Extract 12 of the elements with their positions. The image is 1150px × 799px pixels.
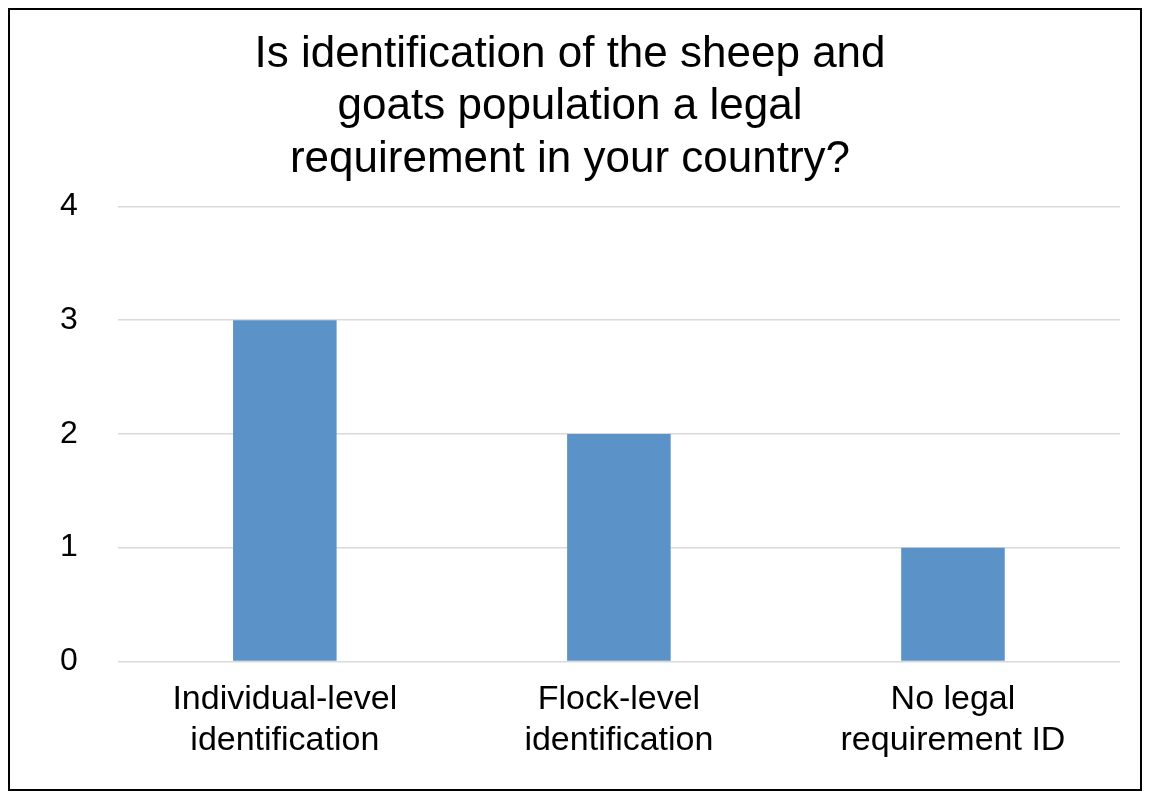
y-tick-label: 2 xyxy=(60,413,78,450)
x-tick-label: Flock-level identification xyxy=(524,678,714,757)
y-tick-label: 4 xyxy=(60,186,78,223)
y-tick-label: 1 xyxy=(60,527,78,564)
bar xyxy=(901,547,1005,661)
chart-title: Is identification of the sheep and goats population a legal requirement in your country? xyxy=(254,26,886,182)
bar xyxy=(567,433,671,661)
x-tick-label: No legal requirement ID xyxy=(840,678,1066,757)
x-tick-label: Individual-level identification xyxy=(172,678,398,757)
y-tick-label: 0 xyxy=(60,641,78,678)
y-tick-label: 3 xyxy=(60,299,78,336)
bar xyxy=(233,320,337,661)
